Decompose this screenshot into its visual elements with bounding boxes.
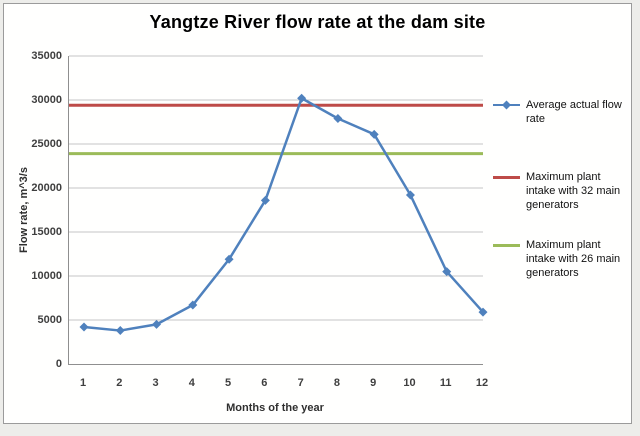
line-with-diamond-marker-icon [493, 98, 523, 112]
x-tick-label: 10 [403, 377, 416, 389]
legend-item-max-intake-32: Maximum plant intake with 32 main genera… [493, 170, 626, 212]
x-tick-label: 5 [225, 377, 232, 389]
y-tick-label: 0 [55, 358, 62, 370]
x-tick-label: 7 [297, 377, 304, 389]
line-chart-plot [69, 55, 488, 336]
x-tick-label: 6 [261, 377, 268, 389]
red-line-icon [493, 170, 523, 184]
y-tick-label: 25000 [31, 138, 62, 150]
y-tick-label: 5000 [37, 314, 62, 326]
x-tick-label: 4 [188, 377, 195, 389]
x-tick-label: 8 [333, 377, 340, 389]
legend-label: Average actual flow rate [526, 99, 622, 125]
chart-title: Yangtze River flow rate at the dam site [149, 12, 486, 32]
legend-item-average-flow-rate: Average actual flow rate [493, 98, 626, 126]
y-tick-label: 30000 [31, 94, 62, 106]
y-tick-label: 15000 [31, 226, 62, 238]
legend-label: Maximum plant intake with 32 main genera… [526, 171, 621, 211]
y-tick-label: 35000 [31, 50, 62, 62]
x-axis-title: Months of the year [226, 402, 324, 414]
plot-area [68, 55, 488, 365]
x-tick-label: 3 [152, 377, 159, 389]
x-tick-label: 1 [79, 377, 87, 389]
green-line-icon [493, 238, 523, 252]
x-tick-label: 2 [116, 377, 123, 389]
legend-item-max-intake-26: Maximum plant intake with 26 main genera… [493, 238, 626, 280]
x-tick-label: 11 [439, 377, 452, 389]
chart-container: Yangtze River flow rate at the dam site … [3, 3, 632, 424]
y-tick-label: 10000 [31, 270, 62, 282]
y-tick-label: 20000 [31, 182, 62, 194]
y-axis-title: Flow rate, m^3/s [18, 167, 30, 253]
legend-label: Maximum plant intake with 26 main genera… [526, 239, 621, 279]
x-tick-label: 12 [475, 377, 489, 389]
x-tick-label: 9 [370, 377, 377, 389]
